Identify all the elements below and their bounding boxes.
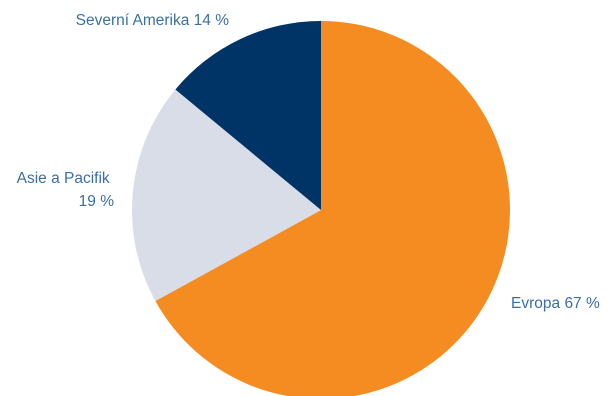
label-evropa: Evropa 67 %	[511, 295, 600, 312]
pie-slices	[132, 21, 510, 396]
pie-slice-severni-amerika	[175, 21, 321, 210]
pie-slice-evropa	[155, 21, 510, 396]
label-asie-a-pacifik: Asie a Pacifik 19 %	[17, 170, 115, 210]
label-severni-amerika: Severní Amerika 14 %	[76, 12, 230, 29]
pie-slice-asie-a-pacifik	[132, 89, 321, 302]
